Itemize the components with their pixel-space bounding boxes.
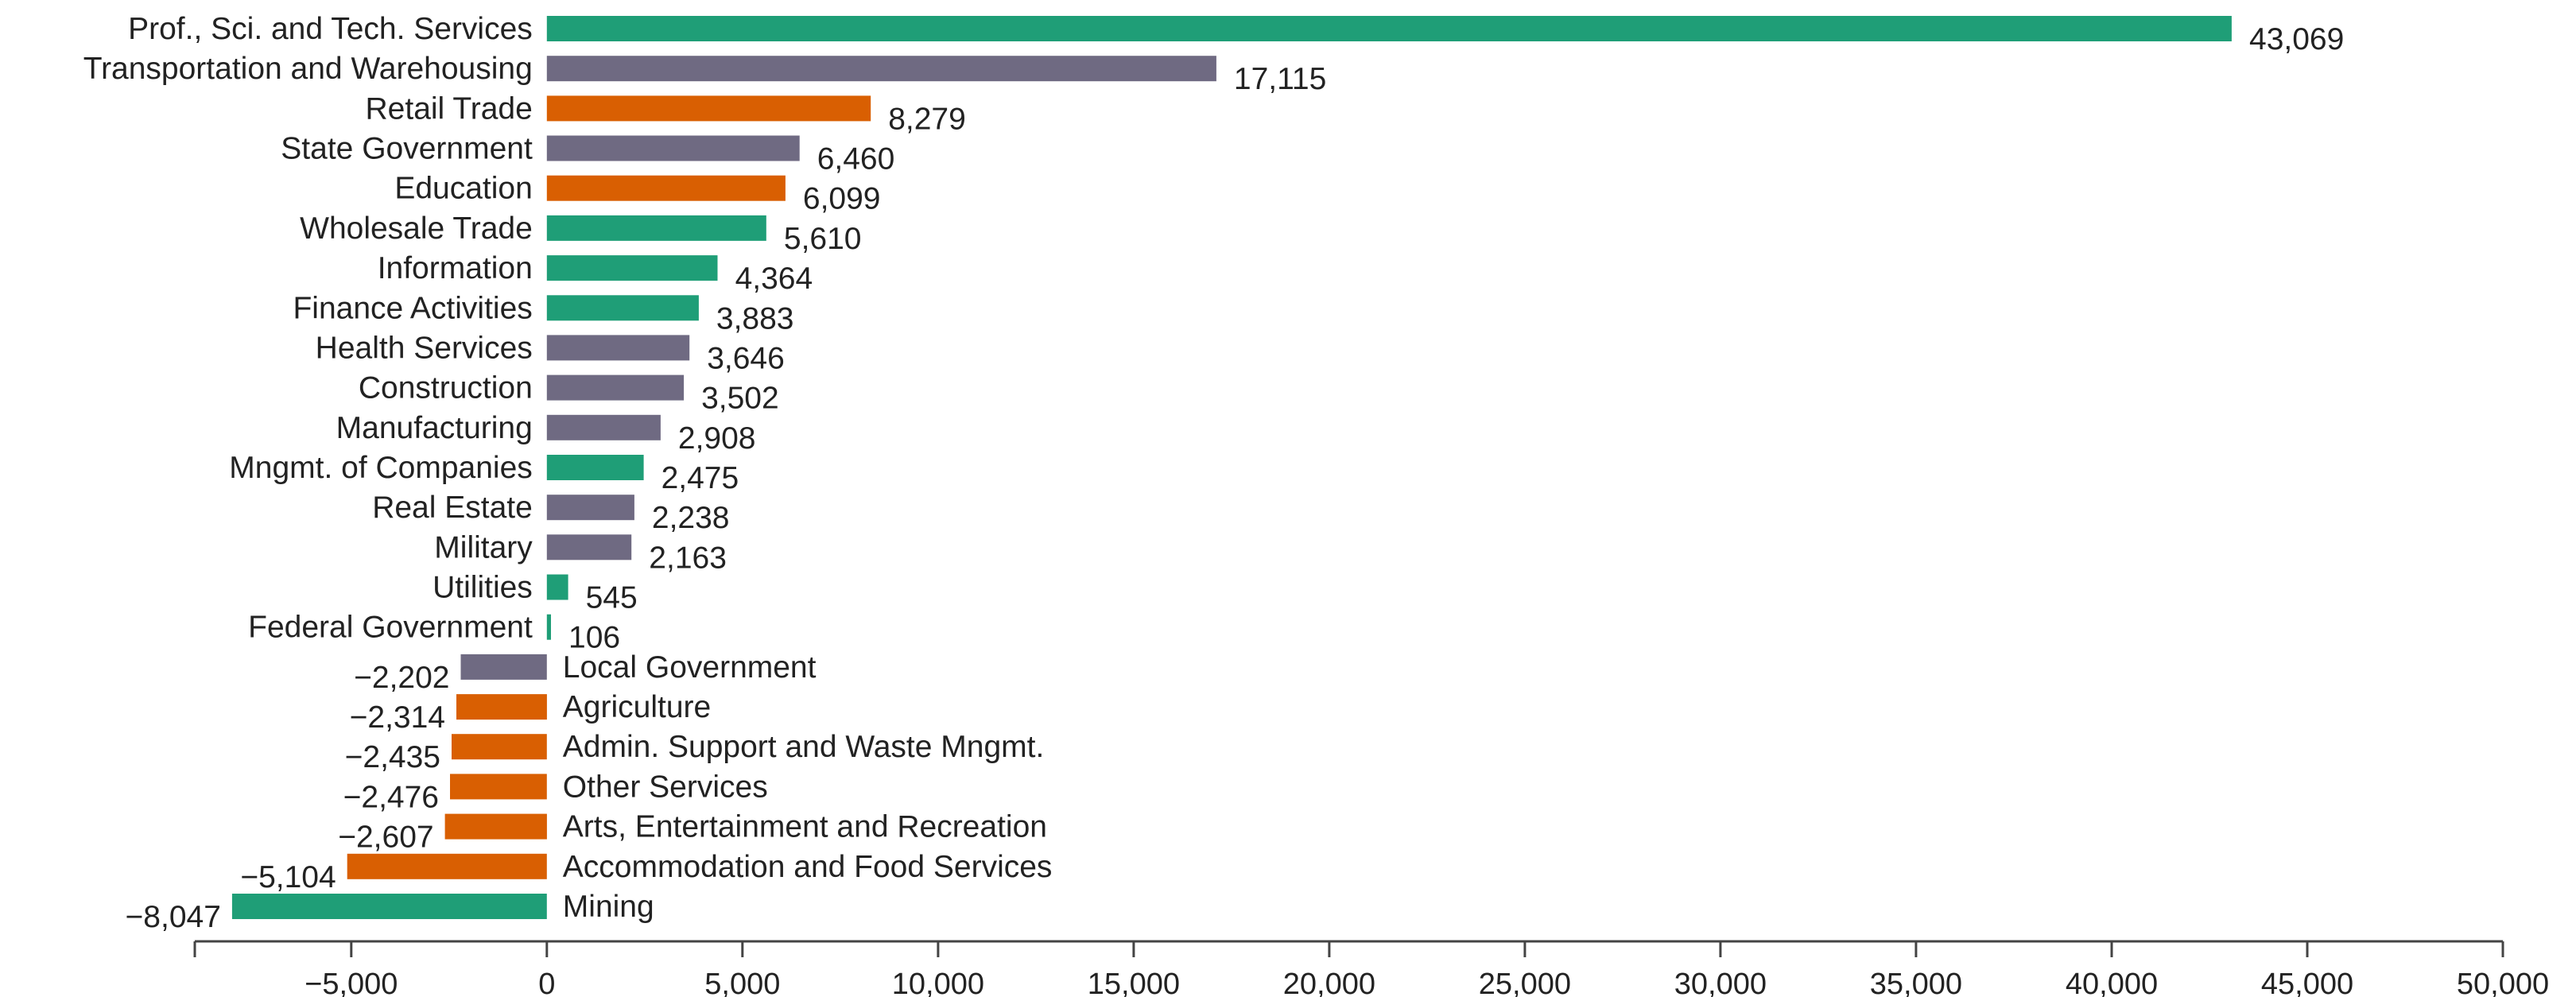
bar-20 bbox=[444, 813, 547, 840]
value-label-16: −2,202 bbox=[354, 661, 449, 695]
value-label-11: 2,475 bbox=[661, 461, 739, 495]
bar-0 bbox=[546, 16, 2232, 41]
value-label-19: −2,476 bbox=[343, 780, 439, 814]
category-label-8: Health Services bbox=[316, 331, 533, 365]
value-label-20: −2,607 bbox=[338, 820, 433, 855]
x-tick-label-0: −5,000 bbox=[305, 968, 398, 997]
x-tick-label-6: 25,000 bbox=[1479, 968, 1571, 997]
bar-3 bbox=[546, 135, 800, 161]
category-label-11: Mngmt. of Companies bbox=[229, 451, 533, 485]
value-label-3: 6,460 bbox=[817, 142, 895, 177]
category-label-10: Manufacturing bbox=[336, 411, 533, 445]
value-label-17: −2,314 bbox=[350, 700, 445, 735]
value-label-10: 2,908 bbox=[678, 421, 756, 456]
category-label-0: Prof., Sci. and Tech. Services bbox=[128, 12, 533, 46]
category-label-7: Finance Activities bbox=[293, 291, 532, 325]
category-label-16: Local Government bbox=[563, 650, 817, 685]
bars-group bbox=[231, 16, 2232, 919]
category-label-4: Education bbox=[394, 172, 532, 206]
bar-2 bbox=[546, 95, 871, 122]
value-label-4: 6,099 bbox=[803, 182, 881, 216]
x-tick-label-4: 15,000 bbox=[1088, 968, 1180, 997]
category-label-3: State Government bbox=[281, 132, 533, 166]
value-label-18: −2,435 bbox=[345, 740, 440, 774]
value-label-21: −5,104 bbox=[240, 860, 336, 894]
value-label-22: −8,047 bbox=[126, 900, 221, 934]
bar-11 bbox=[546, 455, 644, 480]
category-label-12: Real Estate bbox=[372, 491, 533, 525]
bar-7 bbox=[546, 295, 699, 321]
bar-4 bbox=[546, 175, 786, 201]
value-label-8: 3,646 bbox=[707, 341, 785, 375]
value-label-5: 5,610 bbox=[784, 222, 862, 256]
category-label-15: Federal Government bbox=[248, 611, 533, 645]
value-label-6: 4,364 bbox=[735, 262, 813, 296]
bar-16 bbox=[460, 654, 547, 680]
bar-14 bbox=[546, 574, 568, 600]
category-label-1: Transportation and Warehousing bbox=[83, 52, 533, 86]
value-label-13: 2,163 bbox=[649, 541, 727, 575]
category-label-5: Wholesale Trade bbox=[300, 211, 533, 246]
bar-19 bbox=[450, 774, 547, 800]
x-tick-label-7: 30,000 bbox=[1674, 968, 1767, 997]
labels-group: Prof., Sci. and Tech. Services 43,069 Tran… bbox=[83, 12, 2345, 934]
bar-10 bbox=[546, 414, 661, 440]
value-label-1: 17,115 bbox=[1234, 62, 1326, 96]
bar-1 bbox=[546, 56, 1216, 82]
category-label-18: Admin. Support and Waste Mngmt. bbox=[563, 730, 1045, 764]
category-label-21: Accommodation and Food Services bbox=[563, 850, 1053, 884]
x-tick-label-2: 5,000 bbox=[704, 968, 780, 997]
value-label-12: 2,238 bbox=[652, 501, 730, 535]
value-label-0: 43,069 bbox=[2249, 22, 2344, 56]
category-label-20: Arts, Entertainment and Recreation bbox=[563, 810, 1047, 844]
value-label-14: 545 bbox=[586, 581, 638, 615]
bar-8 bbox=[546, 335, 690, 361]
category-label-9: Construction bbox=[359, 371, 533, 405]
bar-12 bbox=[546, 495, 634, 521]
bar-9 bbox=[546, 374, 685, 401]
x-tick-label-9: 40,000 bbox=[2066, 968, 2158, 997]
value-label-2: 8,279 bbox=[888, 102, 966, 136]
category-label-2: Retail Trade bbox=[366, 91, 533, 126]
bar-22 bbox=[231, 894, 547, 919]
x-tick-label-11: 50,000 bbox=[2457, 968, 2549, 997]
category-label-14: Utilities bbox=[433, 571, 533, 605]
category-label-22: Mining bbox=[563, 890, 654, 924]
x-tick-label-8: 35,000 bbox=[1870, 968, 1962, 997]
x-axis: −5,000 0 5,000 10,000 15,000 20,000 25,000 30,0… bbox=[193, 940, 2549, 997]
x-tick-label-3: 10,000 bbox=[892, 968, 984, 997]
category-label-19: Other Services bbox=[563, 770, 768, 804]
value-label-7: 3,883 bbox=[716, 301, 794, 336]
value-label-15: 106 bbox=[568, 621, 620, 655]
category-label-13: Military bbox=[434, 530, 533, 564]
category-label-17: Agriculture bbox=[563, 690, 711, 724]
bar-13 bbox=[546, 534, 632, 561]
x-tick-label-5: 20,000 bbox=[1283, 968, 1375, 997]
bar-18 bbox=[452, 734, 547, 760]
bar-17 bbox=[456, 694, 547, 720]
bar-6 bbox=[546, 255, 718, 281]
value-label-9: 3,502 bbox=[701, 382, 779, 416]
category-label-6: Information bbox=[378, 251, 533, 285]
bar-15 bbox=[546, 614, 551, 640]
bar-5 bbox=[546, 215, 766, 241]
x-tick-label-1: 0 bbox=[538, 968, 555, 997]
x-tick-label-10: 45,000 bbox=[2261, 968, 2353, 997]
bar-21 bbox=[347, 853, 547, 879]
